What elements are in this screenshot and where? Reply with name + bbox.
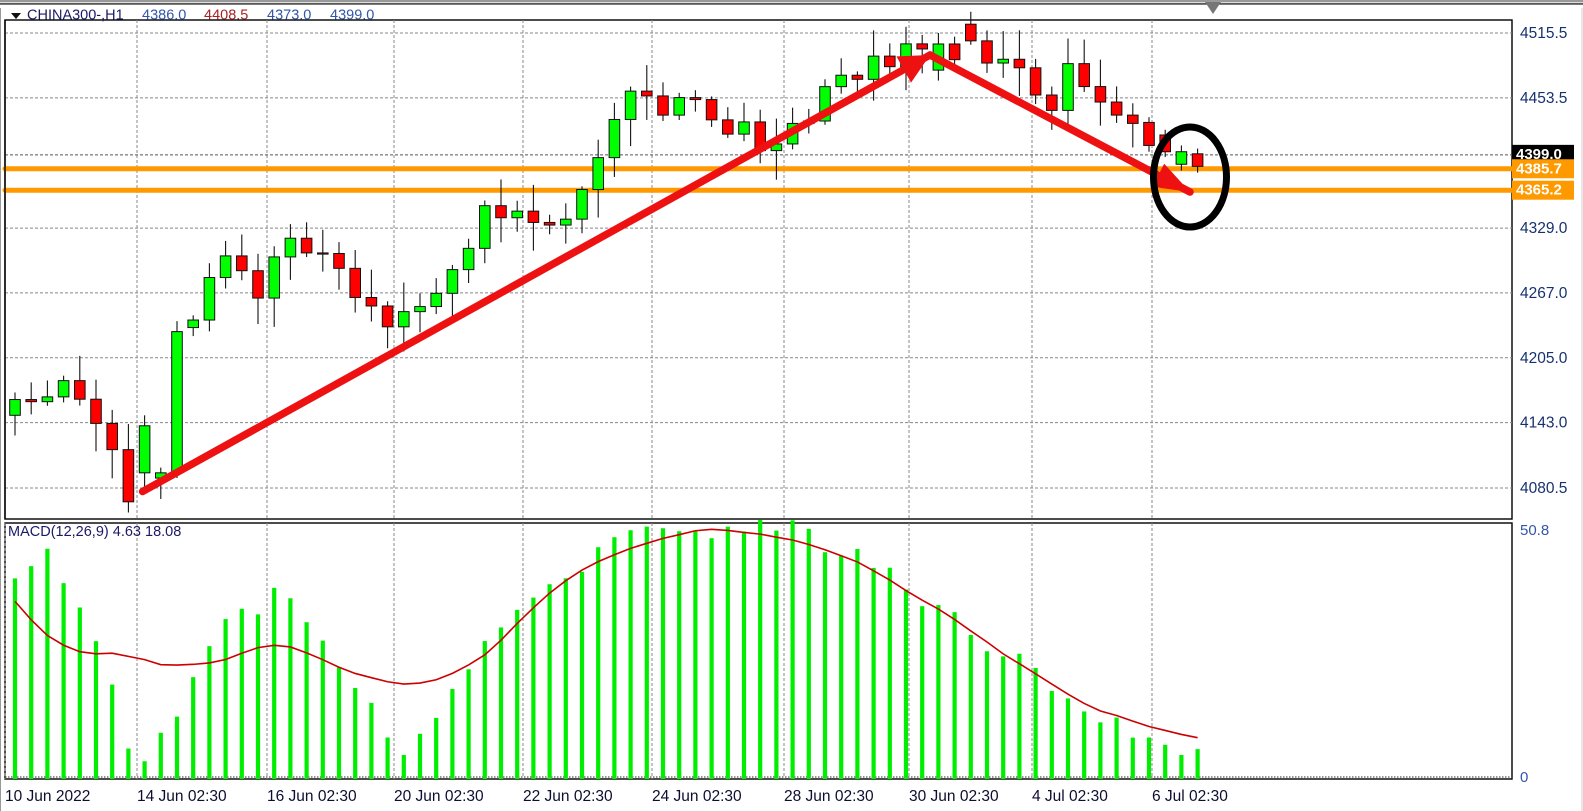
svg-text:30 Jun 02:30: 30 Jun 02:30 bbox=[909, 788, 999, 805]
svg-text:4205.0: 4205.0 bbox=[1520, 350, 1568, 367]
svg-text:28 Jun 02:30: 28 Jun 02:30 bbox=[784, 788, 874, 805]
svg-text:4399.0: 4399.0 bbox=[330, 8, 374, 24]
svg-text:4329.0: 4329.0 bbox=[1520, 220, 1568, 237]
svg-text:4515.5: 4515.5 bbox=[1520, 25, 1567, 42]
svg-text:MACD(12,26,9) 4.63 18.08: MACD(12,26,9) 4.63 18.08 bbox=[8, 524, 181, 540]
svg-text:4 Jul 02:30: 4 Jul 02:30 bbox=[1032, 788, 1108, 805]
svg-text:CHINA300-,H1: CHINA300-,H1 bbox=[27, 8, 124, 24]
svg-text:20 Jun 02:30: 20 Jun 02:30 bbox=[394, 788, 484, 805]
svg-text:4267.0: 4267.0 bbox=[1520, 285, 1568, 302]
svg-text:4080.5: 4080.5 bbox=[1520, 480, 1567, 497]
svg-text:4408.5: 4408.5 bbox=[204, 8, 248, 24]
svg-text:4385.7: 4385.7 bbox=[1516, 160, 1562, 177]
svg-text:4373.0: 4373.0 bbox=[267, 8, 311, 24]
svg-text:4143.0: 4143.0 bbox=[1520, 415, 1568, 432]
svg-text:22 Jun 02:30: 22 Jun 02:30 bbox=[523, 788, 613, 805]
svg-text:0: 0 bbox=[1520, 769, 1528, 786]
svg-text:10 Jun 2022: 10 Jun 2022 bbox=[5, 788, 90, 805]
svg-text:4386.0: 4386.0 bbox=[142, 8, 186, 24]
svg-text:16 Jun 02:30: 16 Jun 02:30 bbox=[267, 788, 357, 805]
svg-text:4453.5: 4453.5 bbox=[1520, 90, 1567, 107]
svg-text:24 Jun 02:30: 24 Jun 02:30 bbox=[652, 788, 742, 805]
svg-text:6 Jul 02:30: 6 Jul 02:30 bbox=[1152, 788, 1228, 805]
svg-text:14 Jun 02:30: 14 Jun 02:30 bbox=[137, 788, 227, 805]
svg-text:50.8: 50.8 bbox=[1520, 522, 1549, 539]
svg-text:4365.2: 4365.2 bbox=[1516, 182, 1562, 199]
